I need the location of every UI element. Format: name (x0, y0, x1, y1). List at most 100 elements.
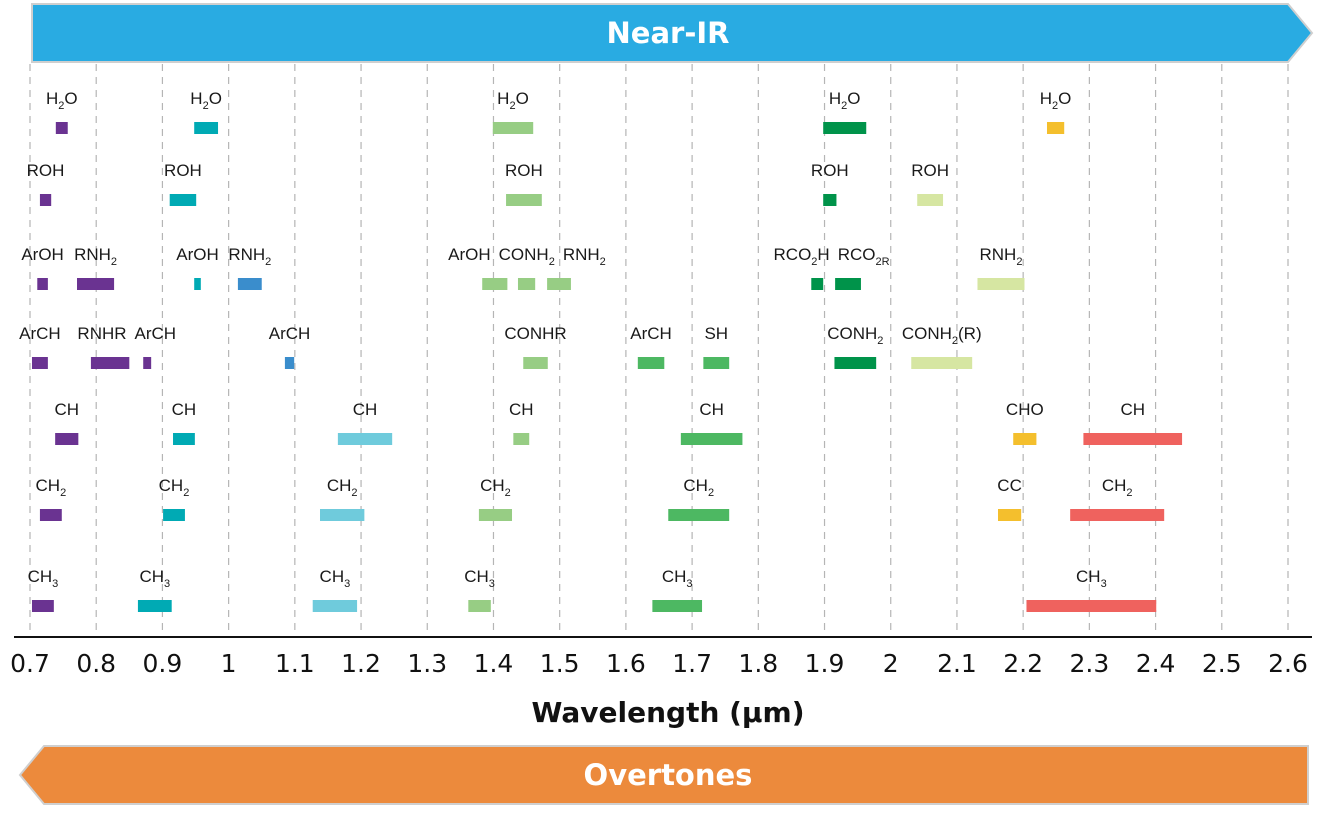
band-bar (468, 600, 491, 612)
band-bar (977, 278, 1025, 290)
band-label: ArOH (21, 245, 64, 264)
band-bar (31, 357, 48, 369)
near-ir-label: Near-IR (607, 16, 730, 50)
band-bar (1026, 600, 1157, 612)
band-label: ROH (811, 161, 849, 180)
band-label: CC (997, 476, 1022, 495)
band-bar (194, 278, 201, 290)
band-bar (90, 357, 130, 369)
band-label: CH2 (36, 476, 67, 499)
band-label: CH (54, 400, 79, 419)
x-tick-label: 2.2 (1003, 649, 1043, 678)
band-label: RCO2H (774, 245, 830, 268)
band-bar (163, 509, 185, 521)
band-label: ArCH (269, 324, 311, 343)
x-tick-label: 1.4 (474, 649, 514, 678)
x-tick-label: 1.3 (407, 649, 447, 678)
band-label: H2O (46, 89, 78, 112)
band-label: CH3 (662, 567, 693, 590)
band-bar (478, 509, 513, 521)
band-label: CH2 (1102, 476, 1133, 499)
band-bar (55, 122, 68, 134)
band-bar (823, 194, 837, 206)
band-bar (1046, 122, 1065, 134)
x-tick-label: 0.9 (143, 649, 183, 678)
band-label: RNH2 (228, 245, 271, 268)
band-bar (1013, 433, 1037, 445)
band-bar (137, 600, 172, 612)
x-tick-label: 2.6 (1268, 649, 1308, 678)
band-label: CH2 (327, 476, 358, 499)
band-label: H2O (190, 89, 222, 112)
band-label: CHO (1006, 400, 1044, 419)
overtones-label: Overtones (584, 758, 753, 792)
band-label: CH3 (464, 567, 495, 590)
band-bar (173, 433, 195, 445)
band-label: ArCH (19, 324, 61, 343)
band-label: RNH2 (979, 245, 1022, 268)
band-label: ArOH (448, 245, 491, 264)
band-bar (506, 194, 542, 206)
band-label: CH2 (480, 476, 511, 499)
band-label: SH (704, 324, 728, 343)
band-bar (194, 122, 219, 134)
band-label: H2O (1040, 89, 1072, 112)
band-bar (284, 357, 295, 369)
band-bar (1083, 433, 1183, 445)
band-bar (169, 194, 197, 206)
band-label: RNH2 (74, 245, 117, 268)
band-label: CH (353, 400, 378, 419)
band-bar (680, 433, 743, 445)
x-tick-label: 1 (221, 649, 237, 678)
band-bar (835, 278, 861, 290)
band-bar (811, 278, 824, 290)
band-bar (39, 194, 52, 206)
band-label: ArCH (630, 324, 672, 343)
band-bar (492, 122, 534, 134)
band-bar (237, 278, 262, 290)
band-label: RNHR (77, 324, 126, 343)
band-bar (997, 509, 1022, 521)
band-bar (523, 357, 548, 369)
band-bar (517, 278, 536, 290)
band-bar (668, 509, 730, 521)
band-label: CH (699, 400, 724, 419)
x-tick-label: 0.8 (76, 649, 116, 678)
band-bar (917, 194, 944, 206)
band-bars: H2O H2O H2O H2O H2O ROH ROH ROH ROH ROH ArOH RNH2 Ar… (19, 89, 1183, 612)
band-label: CH2 (683, 476, 714, 499)
band-bar (823, 122, 867, 134)
band-bar (1070, 509, 1165, 521)
band-label: H2O (829, 89, 861, 112)
band-bar (834, 357, 877, 369)
band-label: CONHR (504, 324, 566, 343)
band-label: ROH (27, 161, 65, 180)
band-label: CH3 (320, 567, 351, 590)
band-label: CH (1120, 400, 1145, 419)
x-tick-label: 1.2 (341, 649, 381, 678)
band-bar (143, 357, 152, 369)
band-label: H2O (497, 89, 529, 112)
x-tick-label: 2.4 (1136, 649, 1176, 678)
x-tick-label: 0.7 (10, 649, 50, 678)
x-tick-label: 1.1 (275, 649, 315, 678)
band-bar (312, 600, 358, 612)
band-label: RNH2 (563, 245, 606, 268)
band-label: CH (509, 400, 534, 419)
near-ir-arrow: Near-IR (31, 3, 1314, 63)
band-label: CONH2(R) (902, 324, 982, 347)
band-label: RCO2R (838, 245, 890, 268)
band-bar (547, 278, 571, 290)
x-axis-title: Wavelength (µm) (531, 696, 804, 729)
band-bar (55, 433, 79, 445)
x-tick-label: 1.7 (672, 649, 712, 678)
band-label: ArCH (135, 324, 177, 343)
grid-lines (29, 64, 1289, 634)
band-label: CH3 (1076, 567, 1107, 590)
band-label: ROH (911, 161, 949, 180)
band-bar (911, 357, 973, 369)
band-bar (637, 357, 665, 369)
band-bar (39, 509, 62, 521)
band-bar (652, 600, 703, 612)
